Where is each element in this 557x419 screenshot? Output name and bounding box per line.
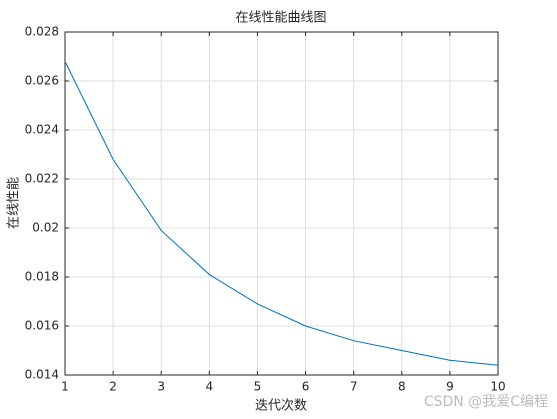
y-tick-label: 0.022	[25, 172, 59, 186]
chart-title: 在线性能曲线图	[235, 11, 326, 26]
x-tick-label: 1	[61, 380, 69, 394]
x-axis-label: 迭代次数	[255, 398, 307, 414]
y-tick-label: 0.024	[25, 123, 59, 137]
y-tick-label: 0.014	[25, 368, 59, 382]
x-tick-label: 10	[490, 380, 505, 394]
x-tick-label: 5	[254, 380, 262, 394]
x-tick-label: 7	[350, 380, 358, 394]
y-tick-label: 0.028	[25, 25, 59, 39]
x-tick-label: 9	[446, 380, 454, 394]
x-tick-label: 4	[206, 380, 214, 394]
watermark: CSDN @我爱C编程	[424, 394, 548, 410]
y-tick-label: 0.026	[25, 74, 59, 88]
y-tick-label: 0.02	[32, 221, 59, 235]
x-tick-label: 3	[157, 380, 165, 394]
y-axis-label: 在线性能	[7, 177, 22, 229]
data-line	[64, 61, 499, 366]
y-tick-label: 0.018	[25, 270, 59, 284]
y-tick-label: 0.016	[25, 319, 59, 333]
x-tick-label: 6	[302, 380, 310, 394]
x-tick-label: 8	[398, 380, 406, 394]
x-tick-label: 2	[109, 380, 117, 394]
plot-frame	[64, 31, 499, 376]
